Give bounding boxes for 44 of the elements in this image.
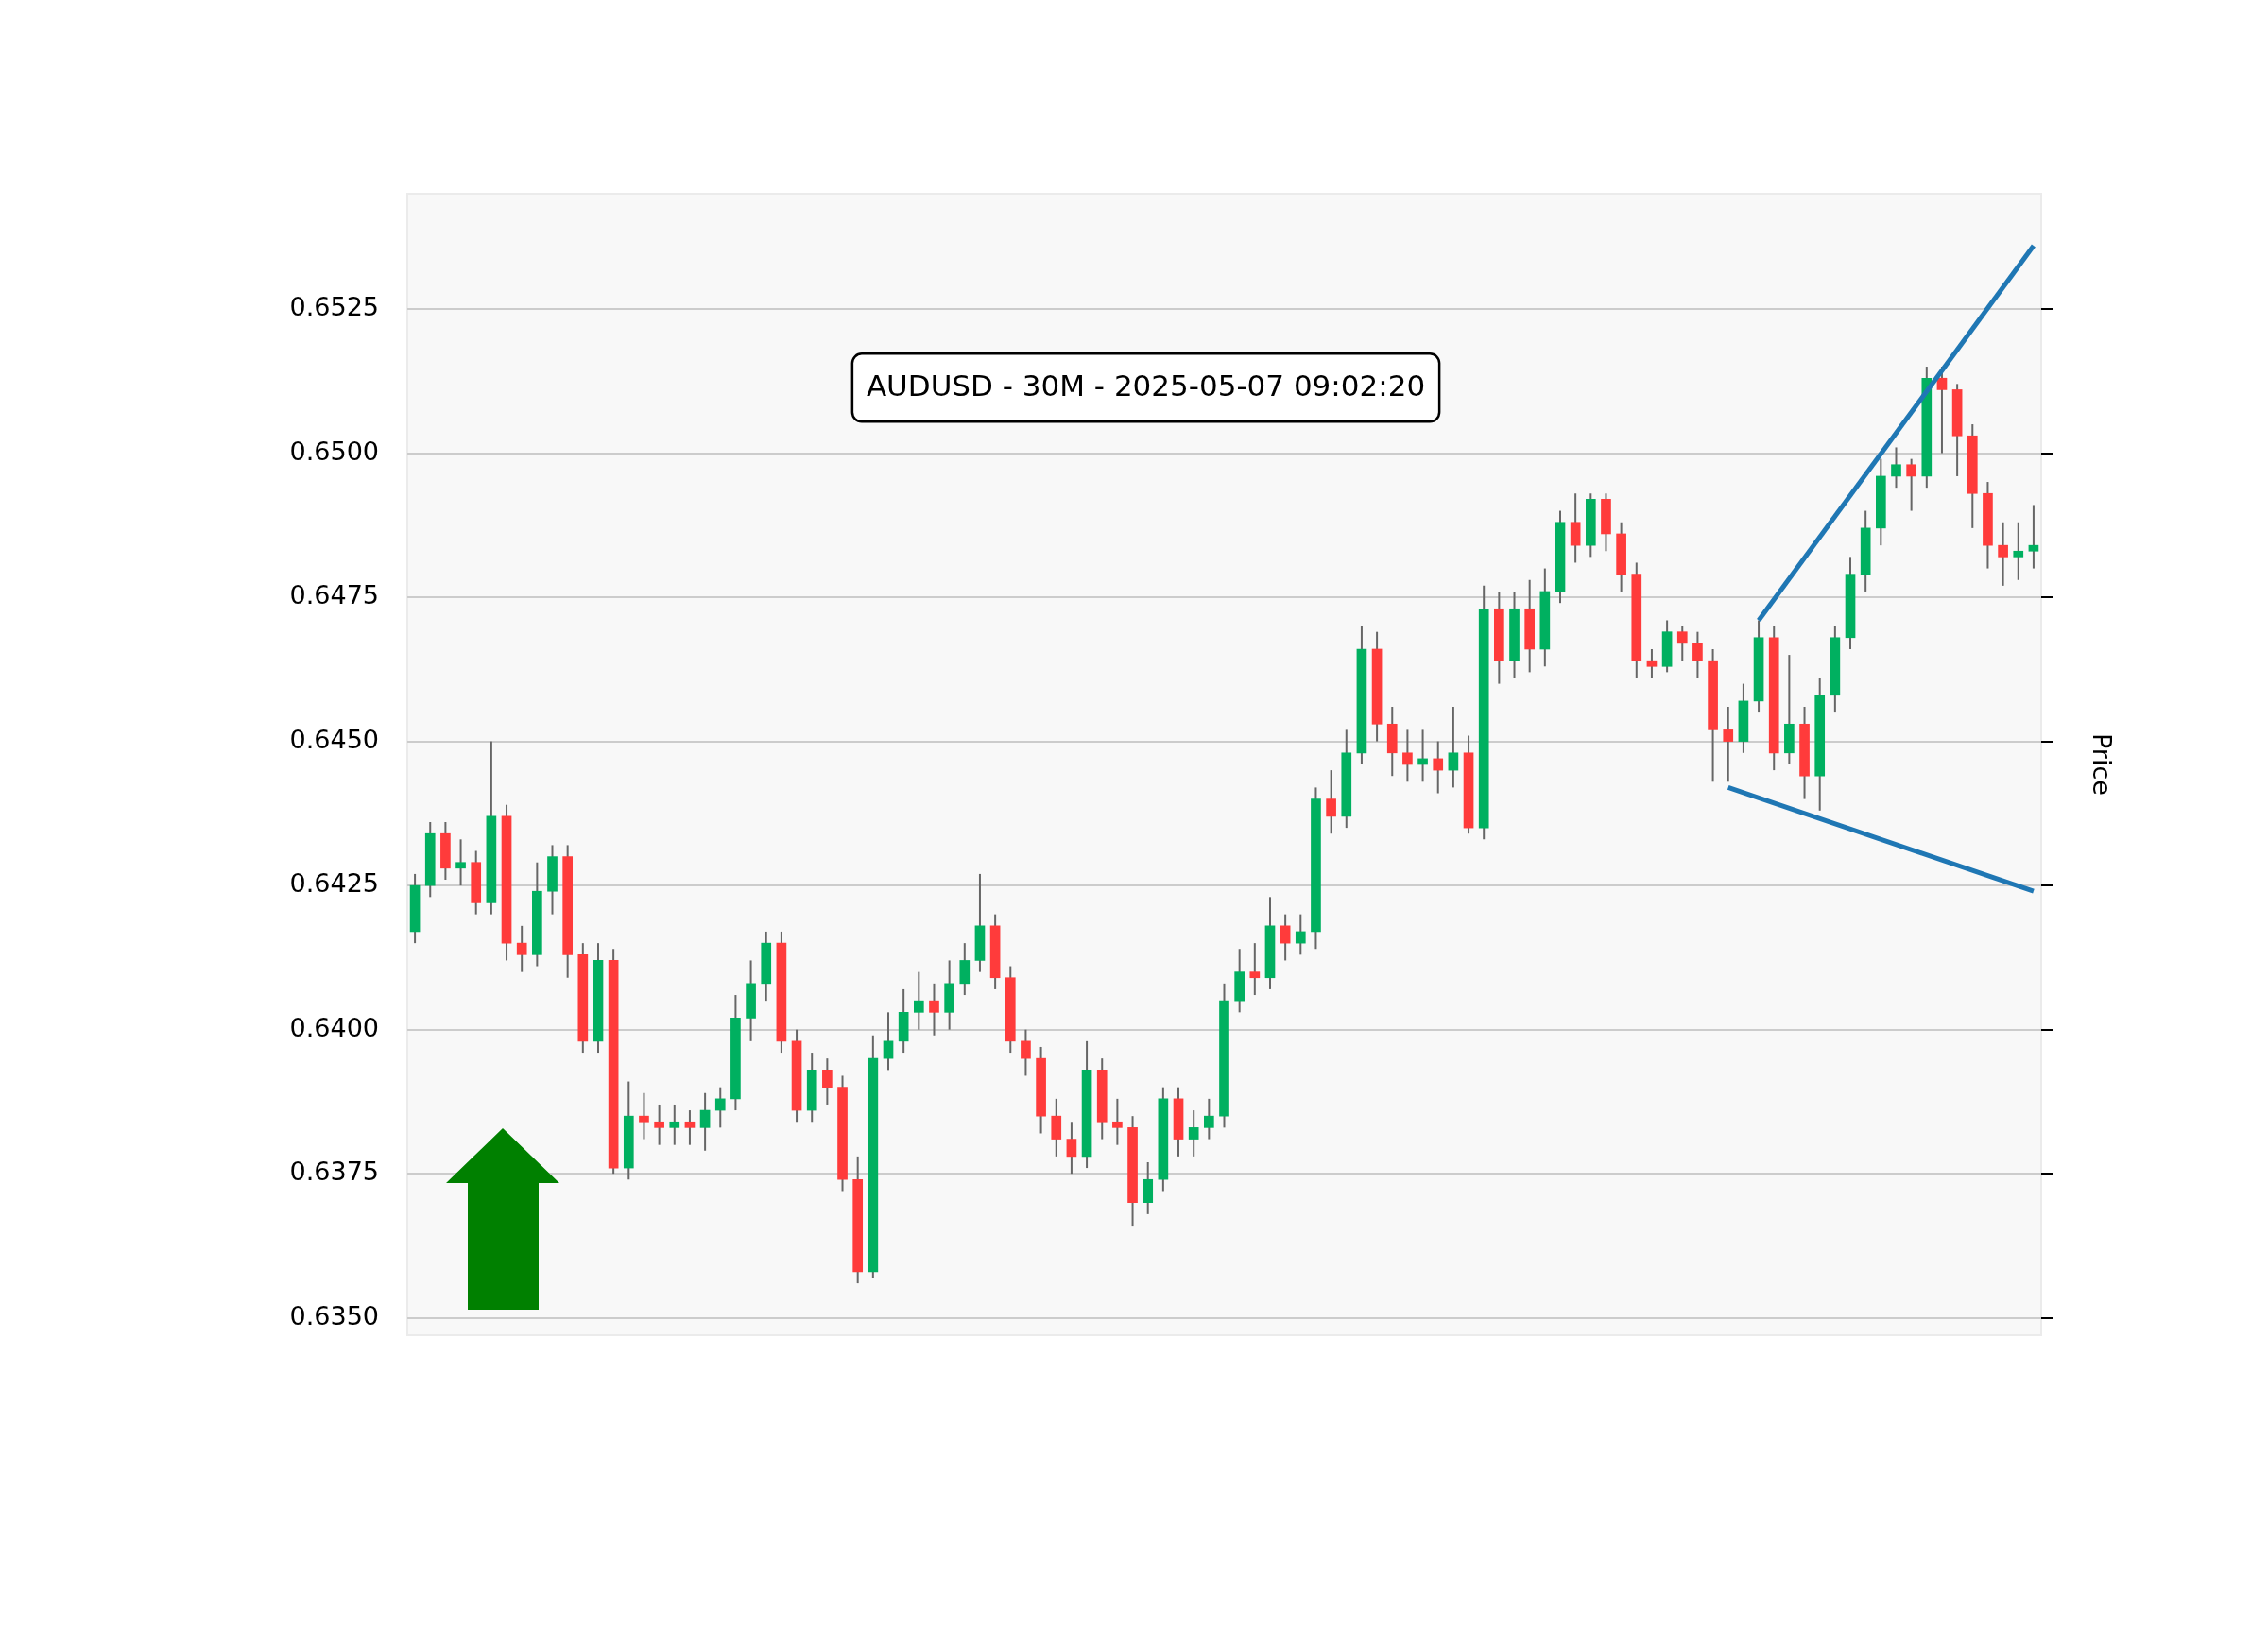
candlestick <box>1891 446 1901 489</box>
candlestick <box>1906 457 1916 512</box>
candlestick <box>654 1103 664 1146</box>
candlestick <box>1692 630 1703 679</box>
candlestick <box>1280 913 1291 962</box>
candlestick <box>1021 1028 1031 1077</box>
candlestick <box>1066 1121 1077 1175</box>
candlestick <box>1204 1097 1214 1141</box>
candlestick <box>516 924 527 973</box>
y-tick-label: 0.6400 <box>289 1012 379 1042</box>
y-tick-label: 0.6450 <box>289 724 379 754</box>
candlestick <box>1433 740 1444 795</box>
y-tick-label: 0.6525 <box>289 292 379 322</box>
candlestick <box>699 1091 711 1152</box>
candlestick <box>714 1086 726 1129</box>
candlestick <box>1326 769 1336 835</box>
candlestick <box>1448 705 1459 789</box>
candlestick <box>1112 1097 1123 1146</box>
candlestick <box>1295 913 1306 956</box>
candlestick <box>1676 625 1688 662</box>
y-tick-label: 0.6425 <box>289 868 379 899</box>
y-tick-label: 0.6350 <box>289 1300 379 1330</box>
candlestick <box>455 838 466 887</box>
candlestick <box>1646 647 1658 679</box>
candlestick <box>913 970 924 1031</box>
candlestick <box>2028 504 2039 570</box>
text: AUDUSD - 30M - 2025-05-07 09:02:20 <box>866 369 1426 403</box>
candlestick <box>669 1103 680 1146</box>
y-tick-label: 0.6500 <box>289 436 379 466</box>
y-tick-label: 0.6475 <box>289 580 379 610</box>
y-tick-label: 0.6375 <box>289 1157 379 1187</box>
candlestick <box>1418 729 1428 783</box>
candlestick <box>684 1109 696 1146</box>
candlestick <box>1249 942 1261 997</box>
candlestick <box>2013 521 2024 581</box>
candlestick <box>822 1057 833 1106</box>
y-axis-title: Price <box>2087 733 2117 796</box>
candlestick <box>1723 705 1734 783</box>
candlestick <box>1402 729 1413 783</box>
candlestick <box>639 1091 649 1141</box>
candlestick <box>1998 521 2008 587</box>
candlestick <box>1936 366 1948 455</box>
candlestick <box>1188 1109 1199 1158</box>
candlestick <box>929 982 939 1037</box>
